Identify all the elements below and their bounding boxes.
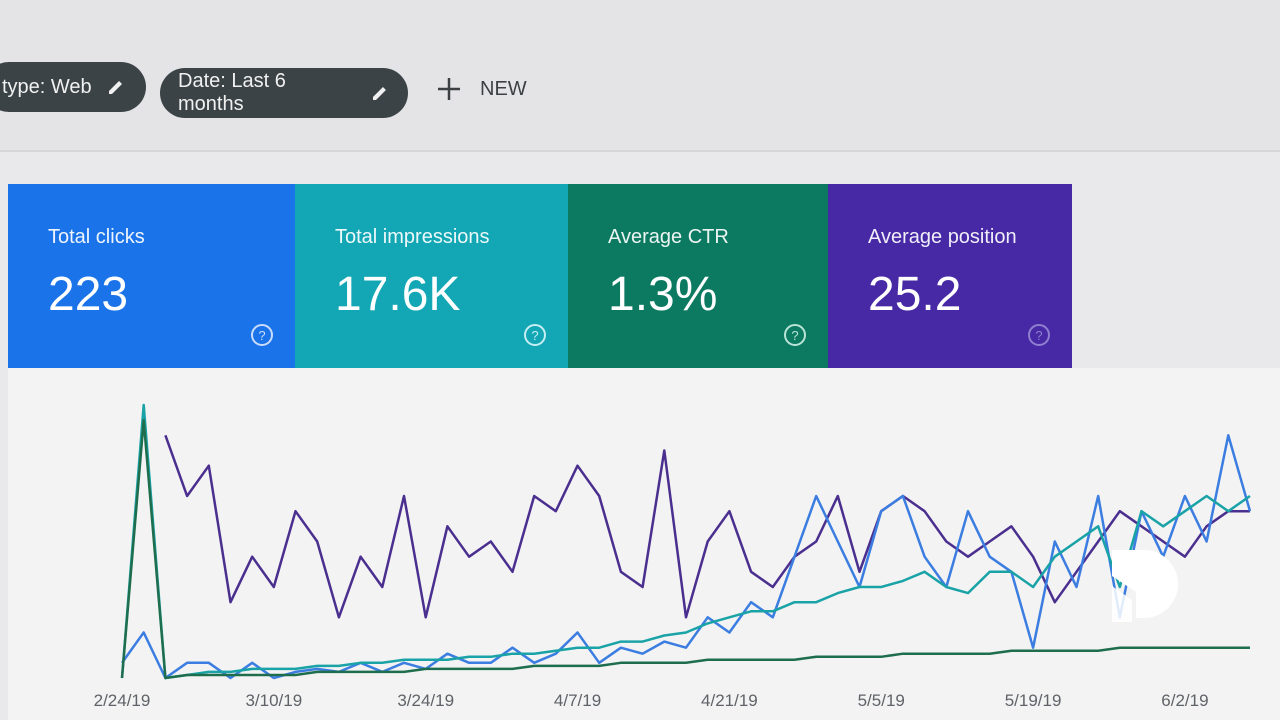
edit-icon xyxy=(108,81,122,94)
series-line xyxy=(164,434,1250,619)
new-label: NEW xyxy=(480,77,527,100)
chip-label: Date: Last 6 months xyxy=(178,70,286,115)
metric-card[interactable]: Average CTR 1.3% ? xyxy=(568,184,828,368)
metric-value: 223 xyxy=(48,268,129,321)
svg-text:?: ? xyxy=(791,328,798,343)
svg-text:?: ? xyxy=(531,328,538,343)
metric-value: 17.6K xyxy=(335,268,461,321)
help-icon[interactable]: ? xyxy=(249,322,275,348)
series-line xyxy=(120,434,1252,680)
help-icon[interactable]: ? xyxy=(1026,322,1052,348)
watermark-logo xyxy=(1112,550,1178,622)
x-tick-label: 2/24/19 xyxy=(94,691,151,710)
metric-label: Total impressions xyxy=(335,226,490,248)
series-line xyxy=(120,403,1251,680)
svg-text:?: ? xyxy=(1035,328,1042,343)
plus-icon xyxy=(438,78,460,100)
new-button[interactable]: NEW xyxy=(436,76,527,102)
edit-icon xyxy=(373,87,387,100)
x-tick-label: 5/19/19 xyxy=(1005,691,1062,710)
filter-chip[interactable]: type: Web xyxy=(0,62,146,112)
x-tick-label: 5/5/19 xyxy=(858,691,905,710)
metric-card[interactable]: Total clicks 223 ? xyxy=(8,184,295,368)
series-line xyxy=(120,418,1250,680)
metric-card[interactable]: Total impressions 17.6K ? xyxy=(295,184,568,368)
metric-label: Average CTR xyxy=(608,226,729,248)
help-icon[interactable]: ? xyxy=(522,322,548,348)
help-icon[interactable]: ? xyxy=(782,322,808,348)
metric-value: 1.3% xyxy=(608,268,718,321)
chip-label: type: Web xyxy=(2,75,92,98)
metric-value: 25.2 xyxy=(868,268,962,321)
x-tick-label: 4/21/19 xyxy=(701,691,758,710)
metric-label: Average position xyxy=(868,226,1017,248)
metric-label: Total clicks xyxy=(48,226,145,248)
metric-card[interactable]: Average position 25.2 ? xyxy=(828,184,1072,368)
svg-text:?: ? xyxy=(258,328,265,343)
x-tick-label: 6/2/19 xyxy=(1161,691,1208,710)
filter-chip[interactable]: Date: Last 6 months xyxy=(160,68,408,118)
x-tick-label: 3/10/19 xyxy=(245,691,302,710)
filter-bar: type: Web Date: Last 6 months NEW xyxy=(0,0,1280,152)
x-tick-label: 4/7/19 xyxy=(554,691,601,710)
x-tick-label: 3/24/19 xyxy=(397,691,454,710)
